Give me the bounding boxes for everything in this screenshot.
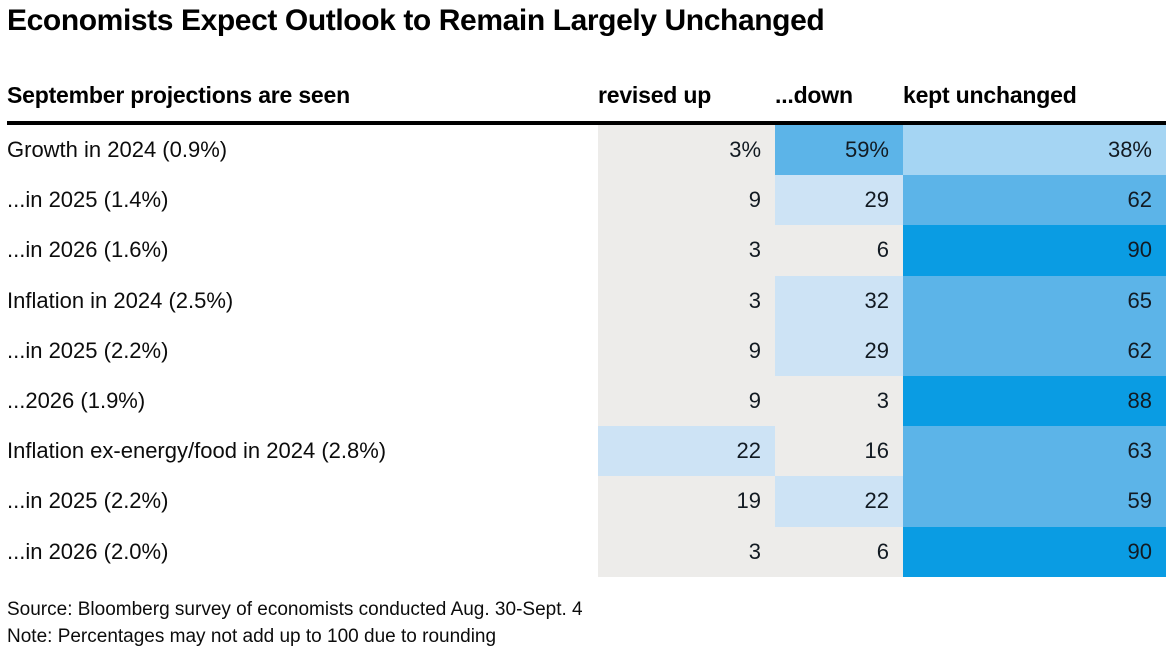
- cell-revised-up: 3: [598, 225, 775, 276]
- cell-revised-down: 32: [775, 275, 903, 326]
- table-header-row: September projections are seen revised u…: [7, 82, 1166, 125]
- cell-kept-unchanged: 62: [903, 175, 1166, 226]
- row-label: Inflation ex-energy/food in 2024 (2.8%): [7, 426, 598, 477]
- table-body: Growth in 2024 (0.9%) 3% 59% 38% ...in 2…: [7, 125, 1166, 577]
- table-row: ...2026 (1.9%) 9 3 88: [7, 375, 1166, 427]
- chart-footer: Source: Bloomberg survey of economists c…: [7, 596, 1166, 650]
- cell-revised-down: 6: [775, 225, 903, 276]
- row-label: Growth in 2024 (0.9%): [7, 125, 598, 176]
- cell-kept-unchanged: 88: [903, 375, 1166, 427]
- cell-kept-unchanged: 90: [903, 526, 1166, 577]
- cell-revised-up: 9: [598, 175, 775, 226]
- cell-revised-down: 59%: [775, 125, 903, 176]
- table-row: Growth in 2024 (0.9%) 3% 59% 38%: [7, 125, 1166, 176]
- column-header-revised-up: revised up: [598, 82, 712, 108]
- cell-revised-down: 3: [775, 375, 903, 427]
- cell-kept-unchanged: 38%: [903, 125, 1166, 176]
- cell-revised-down: 29: [775, 175, 903, 226]
- cell-revised-up: 9: [598, 325, 775, 376]
- cell-revised-down: 29: [775, 325, 903, 376]
- cell-kept-unchanged: 63: [903, 426, 1166, 477]
- chart-title: Economists Expect Outlook to Remain Larg…: [7, 4, 825, 37]
- cell-revised-up: 3%: [598, 125, 775, 176]
- cell-revised-up: 9: [598, 375, 775, 427]
- column-header-kept-unchanged: kept unchanged: [903, 82, 1077, 108]
- cell-revised-up: 3: [598, 275, 775, 326]
- column-header-revised-down: ...down: [775, 82, 853, 108]
- row-label: ...2026 (1.9%): [7, 375, 598, 427]
- table-row: Inflation ex-energy/food in 2024 (2.8%) …: [7, 426, 1166, 477]
- row-label: ...in 2026 (2.0%): [7, 526, 598, 577]
- table-row: ...in 2025 (2.2%) 9 29 62: [7, 325, 1166, 376]
- cell-revised-down: 6: [775, 526, 903, 577]
- row-label: ...in 2025 (1.4%): [7, 175, 598, 226]
- cell-revised-down: 16: [775, 426, 903, 477]
- cell-kept-unchanged: 90: [903, 225, 1166, 276]
- row-label: ...in 2026 (1.6%): [7, 225, 598, 276]
- cell-kept-unchanged: 62: [903, 325, 1166, 376]
- row-group-header: September projections are seen: [7, 82, 350, 108]
- table-row: ...in 2025 (2.2%) 19 22 59: [7, 476, 1166, 527]
- cell-revised-down: 22: [775, 476, 903, 527]
- cell-revised-up: 22: [598, 426, 775, 477]
- row-label: ...in 2025 (2.2%): [7, 325, 598, 376]
- cell-revised-up: 19: [598, 476, 775, 527]
- row-label: ...in 2025 (2.2%): [7, 476, 598, 527]
- table-row: ...in 2025 (1.4%) 9 29 62: [7, 175, 1166, 226]
- cell-kept-unchanged: 65: [903, 275, 1166, 326]
- table-row: Inflation in 2024 (2.5%) 3 32 65: [7, 275, 1166, 326]
- note-line: Note: Percentages may not add up to 100 …: [7, 625, 497, 647]
- cell-revised-up: 3: [598, 526, 775, 577]
- table-row: ...in 2026 (2.0%) 3 6 90: [7, 526, 1166, 577]
- heatmap-table-chart: Economists Expect Outlook to Remain Larg…: [0, 4, 1171, 650]
- source-line: Source: Bloomberg survey of economists c…: [7, 598, 583, 620]
- row-label: Inflation in 2024 (2.5%): [7, 275, 598, 326]
- cell-kept-unchanged: 59: [903, 476, 1166, 527]
- table-row: ...in 2026 (1.6%) 3 6 90: [7, 225, 1166, 276]
